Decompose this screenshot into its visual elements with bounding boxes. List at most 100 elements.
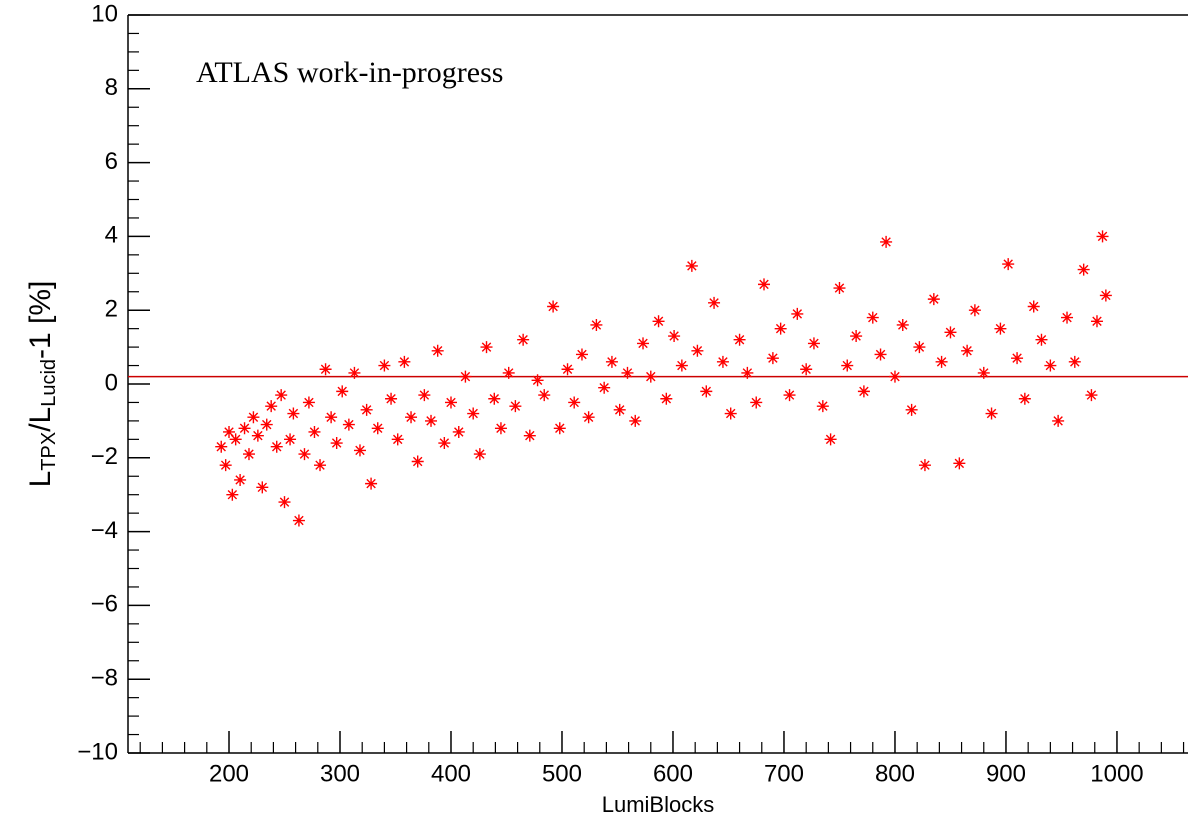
x-tick-label: 300 [320, 760, 360, 787]
point [342, 418, 355, 431]
point [644, 370, 657, 383]
point [1068, 355, 1081, 368]
point [733, 333, 746, 346]
y-label-part: TPX [38, 432, 60, 471]
x-tick-label: 800 [875, 760, 915, 787]
point [330, 437, 343, 450]
point [553, 422, 566, 435]
point [319, 363, 332, 376]
point [758, 278, 770, 291]
point [766, 352, 779, 365]
point [1002, 258, 1015, 271]
point [302, 396, 315, 409]
point [292, 514, 305, 527]
y-axis-label: LTPX/LLucid-1 [%] [24, 281, 60, 488]
point [691, 344, 704, 357]
point [724, 407, 737, 420]
point [800, 363, 813, 376]
point [582, 411, 595, 424]
point [298, 448, 311, 461]
point [816, 400, 829, 413]
point [637, 337, 650, 350]
point [905, 403, 918, 416]
point [985, 407, 998, 420]
x-tick-label: 600 [653, 760, 693, 787]
y-label-part: -1 [%] [24, 281, 57, 359]
point [1061, 311, 1074, 324]
point [444, 396, 457, 409]
point [480, 341, 493, 354]
point [575, 348, 588, 361]
point [1011, 352, 1024, 365]
point [866, 311, 879, 324]
x-tick-label: 200 [209, 760, 249, 787]
point [668, 330, 681, 343]
point [494, 422, 507, 435]
point [613, 403, 626, 416]
point [418, 389, 431, 402]
point [774, 322, 787, 335]
x-tick-label: 1000 [1090, 760, 1143, 787]
point [219, 459, 232, 472]
x-axis-label: LumiBlocks [602, 792, 714, 817]
point [353, 444, 366, 457]
x-tick-label: 900 [986, 760, 1026, 787]
point [284, 433, 297, 446]
point [385, 392, 398, 405]
point [783, 389, 796, 402]
point [459, 370, 472, 383]
point [234, 473, 247, 486]
point [325, 411, 338, 424]
point [265, 400, 278, 413]
point [502, 366, 515, 379]
point [605, 355, 618, 368]
point [1035, 333, 1048, 346]
point [438, 437, 451, 450]
point [251, 429, 264, 442]
point [275, 389, 288, 402]
y-tick-label: −10 [77, 738, 118, 765]
point [913, 341, 926, 354]
point [242, 448, 255, 461]
y-label-part: /L [24, 407, 57, 432]
point [896, 318, 909, 331]
point [411, 455, 424, 468]
point [467, 407, 480, 420]
point [918, 459, 931, 472]
point [365, 477, 378, 490]
point [226, 488, 239, 501]
point [256, 481, 269, 494]
point [685, 259, 698, 272]
point [238, 422, 251, 435]
point [841, 359, 854, 372]
point [850, 330, 863, 343]
point [741, 366, 754, 379]
point [888, 370, 901, 383]
point [1044, 359, 1057, 372]
point [953, 457, 966, 470]
point [652, 315, 665, 328]
y-tick-label: −6 [91, 591, 118, 618]
point [1018, 392, 1031, 405]
y-tick-label: −8 [91, 665, 118, 692]
y-tick-label: 10 [91, 0, 118, 27]
point [531, 374, 544, 387]
point [523, 429, 536, 442]
point [371, 422, 384, 435]
point [716, 355, 729, 368]
point [509, 400, 522, 413]
y-tick-label: −4 [91, 517, 118, 544]
point [247, 411, 260, 424]
point [1096, 230, 1109, 243]
y-tick-label: 6 [105, 148, 118, 175]
y-tick-label: −2 [91, 443, 118, 470]
point [807, 337, 820, 350]
point [750, 396, 763, 409]
point [360, 403, 373, 416]
point [700, 385, 713, 398]
point [791, 307, 804, 320]
point [590, 318, 603, 331]
point [961, 344, 974, 357]
point [874, 348, 887, 361]
y-label-part: Lucid [38, 359, 60, 407]
